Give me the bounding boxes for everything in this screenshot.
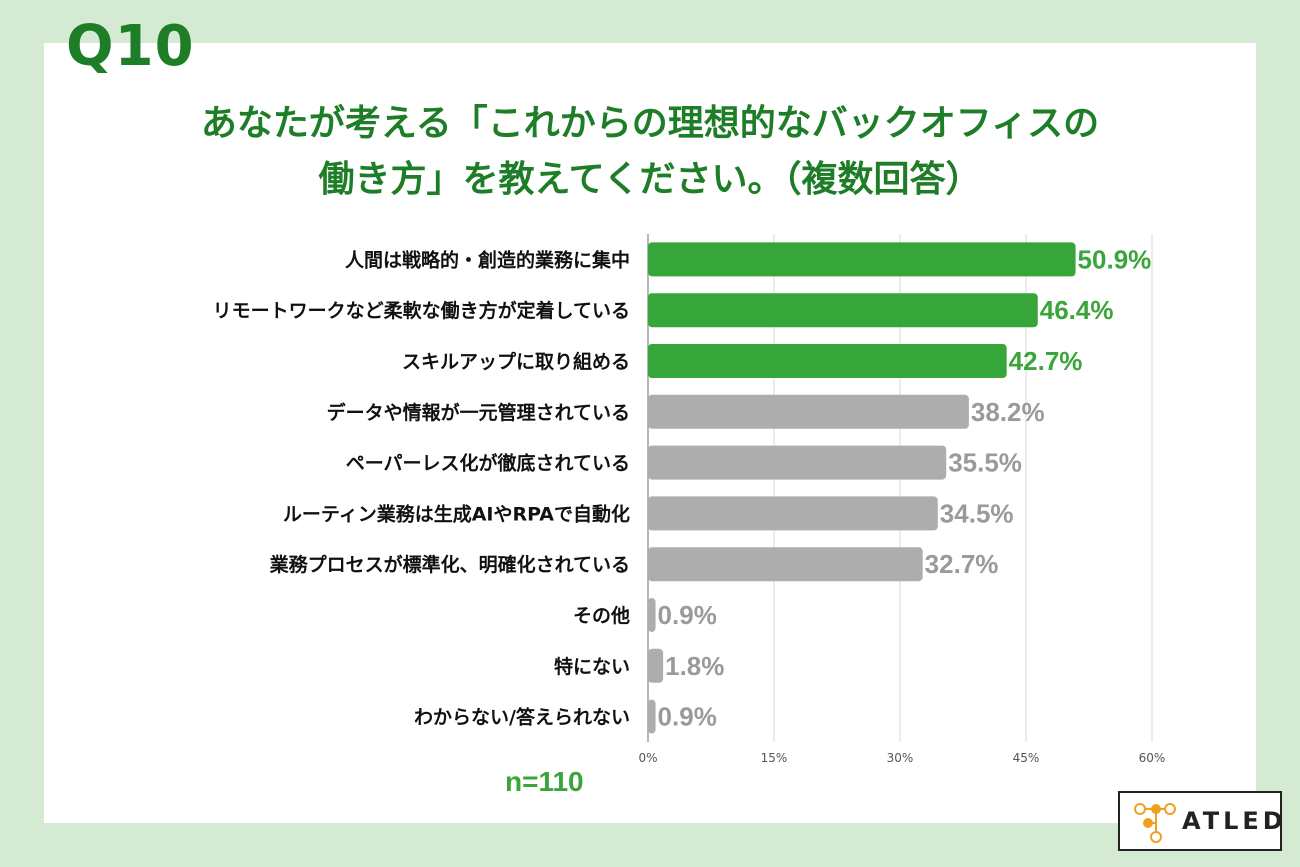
chart-card	[44, 43, 1256, 823]
value-label: 34.5%	[940, 498, 1014, 528]
category-label: 業務プロセスが標準化、明確化されている	[269, 553, 630, 576]
bar	[648, 394, 969, 429]
x-tick-label: 30%	[887, 751, 914, 765]
value-label: 0.9%	[658, 702, 717, 732]
value-label: 32.7%	[925, 549, 999, 579]
category-label: ルーティン業務は生成AIやRPAで自動化	[283, 502, 630, 525]
bar	[648, 699, 656, 734]
category-label: ペーパーレス化が徹底されている	[346, 452, 630, 475]
bar	[648, 242, 1076, 277]
bar	[648, 648, 664, 683]
sample-size: n=110	[505, 766, 584, 797]
category-label: 特にない	[554, 656, 630, 678]
x-tick-label: 45%	[1013, 751, 1040, 765]
logo-text: ATLED	[1182, 807, 1287, 835]
bar	[648, 496, 938, 531]
category-label: わからない/答えられない	[414, 706, 630, 729]
value-label: 50.9%	[1078, 244, 1152, 274]
value-label: 42.7%	[1009, 346, 1083, 376]
category-label: その他	[573, 604, 630, 627]
bar	[648, 598, 656, 632]
value-label: 0.9%	[658, 600, 717, 630]
bar	[648, 547, 923, 582]
bar	[648, 344, 1007, 378]
x-tick-label: 15%	[761, 751, 788, 765]
value-label: 38.2%	[971, 397, 1045, 427]
bar	[648, 445, 947, 480]
category-label: 人間は戦略的・創造的業務に集中	[345, 248, 630, 271]
chart-title-line1: あなたが考える「これからの理想的なバックオフィスの	[200, 103, 1100, 144]
chart-title-line2: 働き方」を教えてください。（複数回答）	[318, 159, 982, 200]
question-label: Q10	[66, 14, 195, 79]
value-label: 1.8%	[665, 651, 724, 681]
category-label: データや情報が一元管理されている	[327, 401, 630, 424]
category-label: リモートワークなど柔軟な働き方が定着している	[213, 299, 630, 322]
x-tick-label: 0%	[638, 751, 657, 765]
logo-network-icon	[1134, 803, 1176, 843]
atled-logo: ATLED	[1118, 791, 1283, 851]
category-label: スキルアップに取り組める	[402, 350, 630, 373]
bar	[648, 293, 1038, 328]
value-label: 46.4%	[1040, 295, 1114, 325]
value-label: 35.5%	[948, 448, 1022, 478]
x-tick-label: 60%	[1139, 751, 1166, 765]
